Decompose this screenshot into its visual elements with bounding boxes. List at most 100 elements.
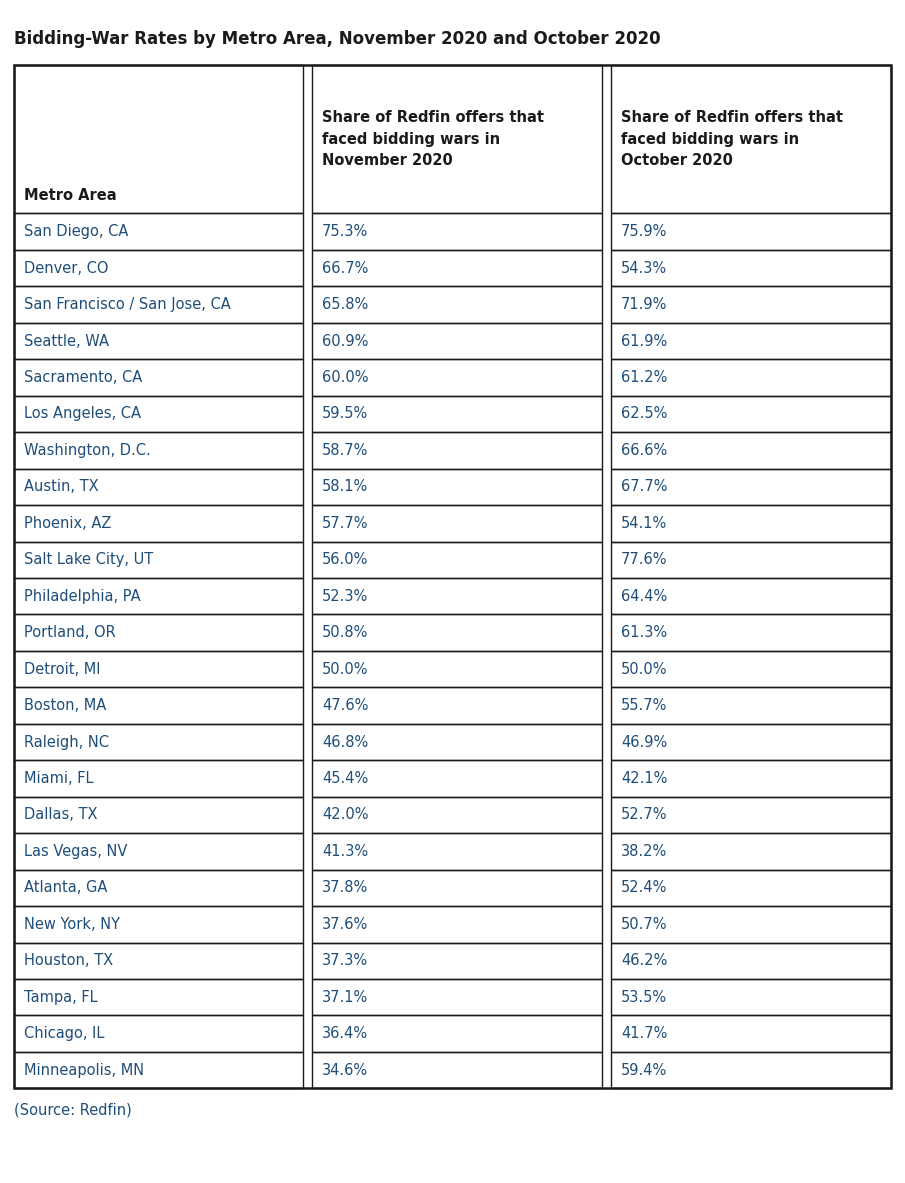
Text: 37.6%: 37.6%: [322, 917, 368, 932]
Text: 75.3%: 75.3%: [322, 224, 368, 239]
Text: Metro Area: Metro Area: [24, 188, 116, 203]
Text: 77.6%: 77.6%: [621, 552, 667, 568]
Text: New York, NY: New York, NY: [24, 917, 119, 932]
Text: 61.3%: 61.3%: [621, 625, 667, 640]
Bar: [312, 906, 602, 943]
Bar: [611, 1052, 891, 1088]
Text: 37.8%: 37.8%: [322, 880, 368, 896]
Bar: [312, 651, 602, 687]
Bar: [14, 65, 303, 213]
Text: (Source: Redfin): (Source: Redfin): [14, 1103, 131, 1118]
Text: Denver, CO: Denver, CO: [24, 260, 108, 276]
Bar: [14, 614, 303, 651]
Bar: [611, 980, 891, 1015]
Bar: [14, 870, 303, 906]
Bar: [611, 432, 891, 468]
Text: Share of Redfin offers that
faced bidding wars in
November 2020: Share of Redfin offers that faced biddin…: [322, 110, 544, 168]
Text: 41.7%: 41.7%: [621, 1026, 667, 1041]
Bar: [611, 286, 891, 323]
Bar: [14, 833, 303, 870]
Bar: [312, 614, 602, 651]
Bar: [14, 65, 891, 1088]
Bar: [611, 396, 891, 432]
Text: 54.3%: 54.3%: [621, 260, 667, 276]
Bar: [611, 614, 891, 651]
Bar: [14, 360, 303, 396]
Bar: [14, 396, 303, 432]
Bar: [611, 833, 891, 870]
Bar: [14, 468, 303, 505]
Text: Seattle, WA: Seattle, WA: [24, 334, 109, 349]
Text: Bidding-War Rates by Metro Area, November 2020 and October 2020: Bidding-War Rates by Metro Area, Novembe…: [14, 30, 661, 47]
Text: 60.9%: 60.9%: [322, 334, 368, 349]
Text: Boston, MA: Boston, MA: [24, 698, 106, 713]
Text: Las Vegas, NV: Las Vegas, NV: [24, 843, 127, 859]
Bar: [312, 724, 602, 761]
Bar: [611, 542, 891, 578]
Bar: [312, 323, 602, 360]
Bar: [312, 65, 602, 213]
Bar: [611, 578, 891, 614]
Text: 54.1%: 54.1%: [621, 516, 667, 531]
Text: 37.3%: 37.3%: [322, 953, 368, 968]
Text: Portland, OR: Portland, OR: [24, 625, 115, 640]
Text: 50.8%: 50.8%: [322, 625, 368, 640]
Bar: [312, 870, 602, 906]
Text: 47.6%: 47.6%: [322, 698, 368, 713]
Text: 71.9%: 71.9%: [621, 297, 667, 312]
Text: 75.9%: 75.9%: [621, 224, 667, 239]
Bar: [312, 761, 602, 796]
Bar: [312, 1052, 602, 1088]
Bar: [312, 468, 602, 505]
Text: 61.9%: 61.9%: [621, 334, 667, 349]
Bar: [14, 286, 303, 323]
Bar: [312, 980, 602, 1015]
Bar: [611, 651, 891, 687]
Bar: [14, 906, 303, 943]
Text: 37.1%: 37.1%: [322, 990, 368, 1004]
Text: Austin, TX: Austin, TX: [24, 479, 99, 494]
Bar: [14, 943, 303, 980]
Bar: [611, 323, 891, 360]
Text: 55.7%: 55.7%: [621, 698, 667, 713]
Text: 60.0%: 60.0%: [322, 370, 368, 384]
Text: 46.9%: 46.9%: [621, 735, 667, 750]
Bar: [611, 761, 891, 796]
Text: 52.3%: 52.3%: [322, 589, 368, 603]
Bar: [611, 943, 891, 980]
Bar: [14, 796, 303, 833]
Bar: [611, 250, 891, 286]
Bar: [312, 1015, 602, 1052]
Bar: [14, 250, 303, 286]
Text: 56.0%: 56.0%: [322, 552, 368, 568]
Bar: [14, 542, 303, 578]
Text: 52.7%: 52.7%: [621, 808, 667, 822]
Bar: [611, 906, 891, 943]
Bar: [312, 578, 602, 614]
Text: Minneapolis, MN: Minneapolis, MN: [24, 1062, 144, 1078]
Text: 65.8%: 65.8%: [322, 297, 368, 312]
Text: 61.2%: 61.2%: [621, 370, 667, 384]
Text: Share of Redfin offers that
faced bidding wars in
October 2020: Share of Redfin offers that faced biddin…: [621, 110, 843, 168]
Text: 50.7%: 50.7%: [621, 917, 667, 932]
Text: 62.5%: 62.5%: [621, 407, 667, 421]
Bar: [611, 360, 891, 396]
Text: Tampa, FL: Tampa, FL: [24, 990, 97, 1004]
Text: 42.0%: 42.0%: [322, 808, 368, 822]
Bar: [14, 578, 303, 614]
Bar: [14, 761, 303, 796]
Text: 34.6%: 34.6%: [322, 1062, 368, 1078]
Text: Dallas, TX: Dallas, TX: [24, 808, 97, 822]
Bar: [611, 65, 891, 213]
Bar: [312, 286, 602, 323]
Text: 45.4%: 45.4%: [322, 771, 368, 786]
Bar: [14, 323, 303, 360]
Bar: [611, 796, 891, 833]
Bar: [611, 505, 891, 542]
Bar: [312, 396, 602, 432]
Text: San Francisco / San Jose, CA: San Francisco / San Jose, CA: [24, 297, 231, 312]
Bar: [312, 542, 602, 578]
Bar: [14, 213, 303, 250]
Text: 50.0%: 50.0%: [322, 661, 368, 677]
Bar: [14, 687, 303, 724]
